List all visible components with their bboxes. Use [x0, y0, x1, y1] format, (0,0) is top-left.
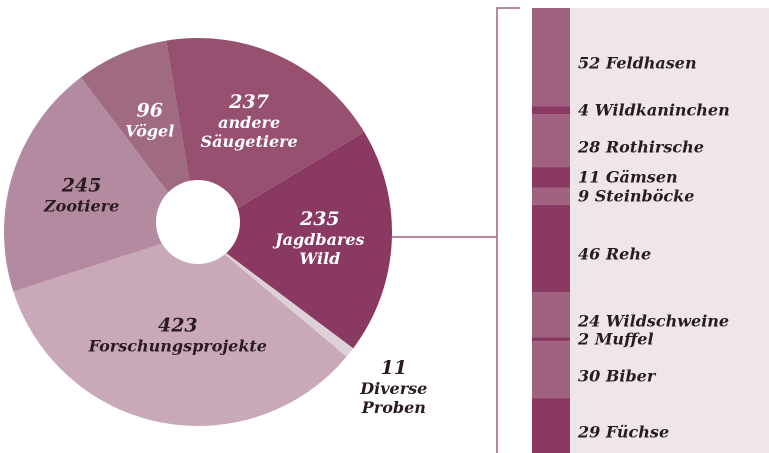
slice-value: 96 [136, 99, 163, 122]
pie-slice [198, 232, 354, 357]
bar-segment [532, 187, 570, 205]
pie-slice [166, 37, 365, 232]
slice-name: Diverse Proben [360, 379, 428, 418]
bar-label: 52 Feldhasen [578, 54, 697, 73]
bar-value: 4 [578, 100, 590, 120]
bar-label: 9 Steinböcke [578, 187, 694, 206]
bar-label: 24 Wildschweine [578, 311, 729, 330]
bar-name: Feldhasen [605, 53, 697, 73]
pie-slice [13, 232, 347, 426]
bar-name: Steinböcke [594, 186, 695, 206]
bar-value: 28 [578, 137, 601, 157]
bracket [496, 7, 520, 453]
pie-slice [4, 77, 199, 292]
bar-label: 46 Rehe [578, 245, 651, 264]
slice-value: 11 [380, 357, 408, 380]
slice-name: Jagdbares Wild [275, 230, 365, 269]
bar-name: Rehe [605, 244, 652, 264]
bar-value: 52 [578, 53, 601, 73]
slice-name: Zootiere [44, 196, 120, 216]
bar-segment [532, 292, 570, 338]
bar-label: 4 Wildkaninchen [578, 101, 730, 120]
bar-name: Muffel [594, 329, 654, 349]
bar-label: 11 Gämsen [578, 168, 678, 187]
bar-segment [532, 398, 570, 453]
slice-label: 237 andere Säugetiere [174, 91, 324, 151]
bar-value: 24 [578, 311, 601, 331]
bar-segment [532, 337, 570, 342]
bar-segment [532, 106, 570, 115]
bar-value: 9 [578, 186, 590, 206]
bar-value: 2 [578, 329, 590, 349]
pie-slice [80, 40, 198, 233]
bar-value: 29 [578, 422, 601, 442]
bar-label: 2 Muffel [578, 330, 654, 349]
slice-name: Vögel [125, 121, 175, 141]
slice-value: 423 [157, 314, 198, 337]
slice-name: andere Säugetiere [200, 113, 298, 152]
bar-name: Biber [605, 366, 656, 386]
bar-value: 11 [578, 167, 601, 187]
slice-label: 423 Forschungsprojekte [68, 315, 288, 356]
bar-name: Wildkaninchen [594, 100, 730, 120]
bar-value: 46 [578, 244, 601, 264]
bar-label: 30 Biber [578, 366, 655, 385]
slice-label: 235 Jagdbares Wild [265, 208, 375, 268]
slice-label: 96 Vögel [75, 99, 225, 140]
slice-name: Forschungsprojekte [88, 336, 267, 356]
bar-background [532, 8, 769, 453]
bar-name: Füchse [605, 422, 670, 442]
slice-value: 237 [229, 91, 269, 114]
bar-name: Wildschweine [605, 311, 730, 331]
bar-segment [532, 204, 570, 293]
donut-hole [156, 180, 240, 264]
bar-name: Rothirsche [605, 137, 704, 157]
slice-value: 235 [299, 208, 340, 231]
slice-label: 245 Zootiere [7, 175, 157, 216]
bar-label: 29 Füchse [578, 422, 669, 441]
bar-name: Gämsen [605, 167, 678, 187]
bar-segment [532, 8, 570, 107]
slice-label: 11 Diverse Proben [354, 357, 434, 417]
bar-segment [532, 114, 570, 168]
slice-value: 245 [61, 174, 102, 197]
pie-slice [198, 132, 392, 349]
bar-segment [532, 341, 570, 399]
bar-value: 30 [578, 366, 601, 386]
bar-label: 28 Rothirsche [578, 137, 704, 156]
bar-segment [532, 167, 570, 188]
